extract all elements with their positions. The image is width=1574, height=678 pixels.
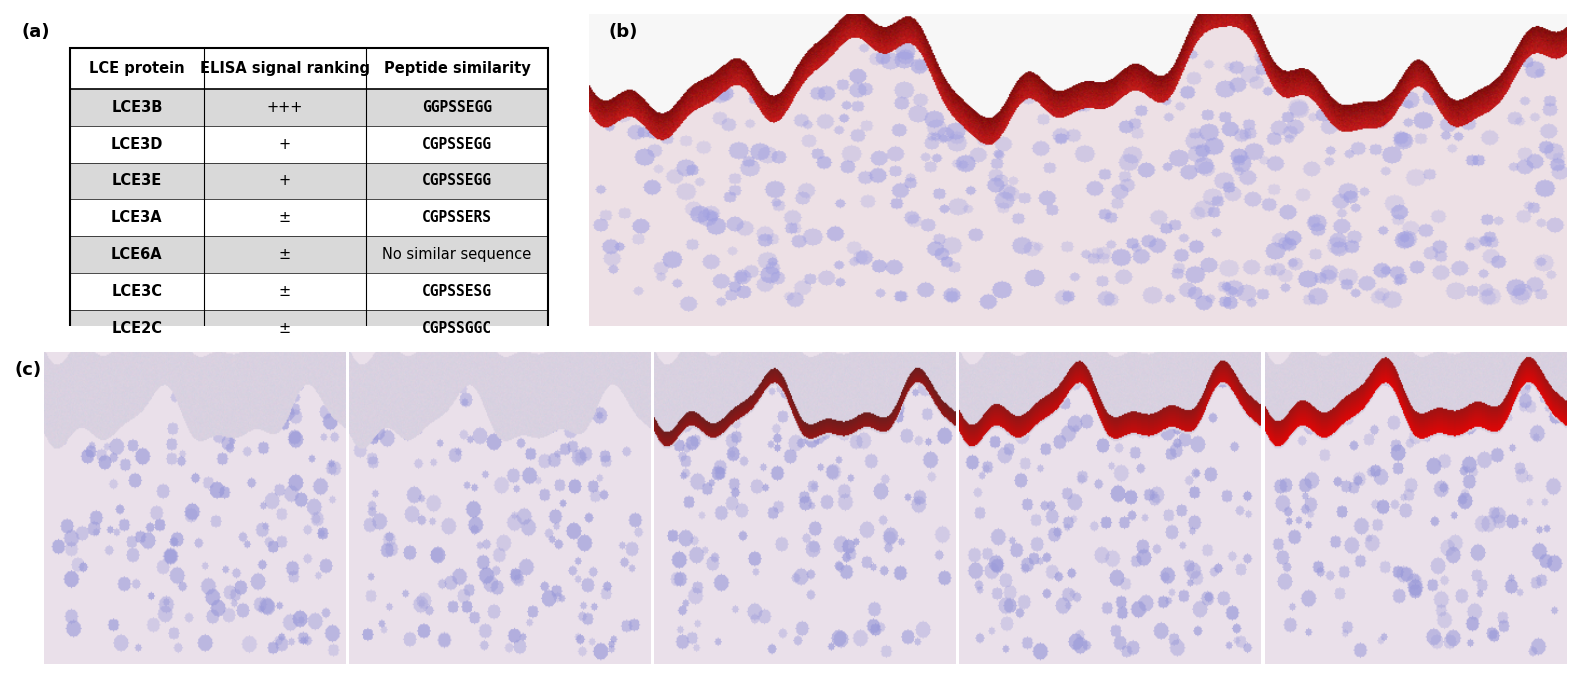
Bar — [69, 237, 548, 273]
Bar — [69, 89, 548, 125]
Text: (a): (a) — [20, 23, 50, 41]
Text: LCE3A: LCE3A — [112, 210, 162, 225]
Text: LCE6A: LCE6A — [112, 247, 162, 262]
Bar — [69, 311, 548, 347]
Bar — [69, 273, 548, 311]
Text: Peptide similarity: Peptide similarity — [384, 61, 530, 76]
Text: ±: ± — [279, 247, 291, 262]
Text: ELISA signal ranking: ELISA signal ranking — [200, 61, 370, 76]
Bar — [69, 48, 548, 89]
Text: ±: ± — [279, 210, 291, 225]
Text: CGPSSERS: CGPSSERS — [422, 210, 493, 225]
Text: CGPSSGGC: CGPSSGGC — [422, 321, 493, 336]
Text: +++: +++ — [268, 100, 304, 115]
Bar — [69, 199, 548, 237]
Text: LCE3D: LCE3D — [110, 136, 164, 152]
Text: LCE3C: LCE3C — [112, 284, 162, 299]
Text: CGPSSEGG: CGPSSEGG — [422, 174, 493, 188]
Text: No similar sequence: No similar sequence — [382, 247, 532, 262]
Bar — [69, 125, 548, 163]
Text: CGPSSEGG: CGPSSEGG — [422, 136, 493, 152]
Text: ±: ± — [279, 284, 291, 299]
Bar — [69, 48, 548, 347]
Text: CGPSSESG: CGPSSESG — [422, 284, 493, 299]
Text: LCE3E: LCE3E — [112, 174, 162, 188]
Text: GGPSSEGG: GGPSSEGG — [422, 100, 493, 115]
Text: (b): (b) — [609, 23, 637, 41]
Bar — [69, 163, 548, 199]
Text: (c): (c) — [14, 361, 41, 379]
Text: LCE2C: LCE2C — [112, 321, 162, 336]
Text: ±: ± — [279, 321, 291, 336]
Text: +: + — [279, 174, 291, 188]
Text: +: + — [279, 136, 291, 152]
Text: LCE3B: LCE3B — [112, 100, 162, 115]
Text: LCE protein: LCE protein — [90, 61, 184, 76]
